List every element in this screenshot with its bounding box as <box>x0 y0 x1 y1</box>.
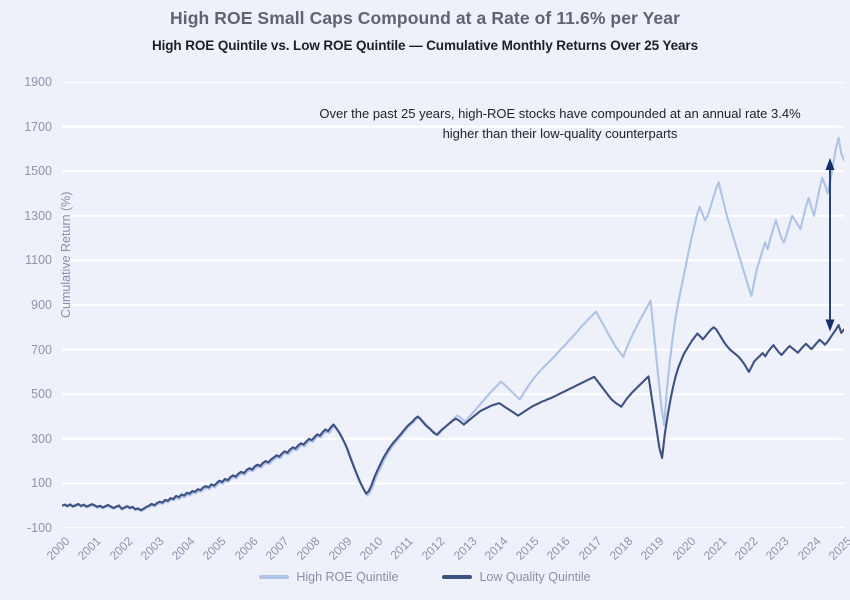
gap-arrow-head-down <box>825 319 835 332</box>
x-axis-tick-label: 2003 <box>137 534 167 563</box>
x-axis-tick-label: 2010 <box>356 534 386 563</box>
x-axis-tick-label: 2021 <box>700 534 730 563</box>
x-axis-tick-label: 2008 <box>294 534 323 563</box>
gap-arrow-annotation <box>825 158 835 332</box>
y-axis-tick-label: 300 <box>31 431 52 446</box>
x-axis-tick-label: 2023 <box>763 534 793 563</box>
x-axis-tick-label: 2001 <box>75 534 104 563</box>
x-axis-tick-label: 2000 <box>43 534 73 563</box>
x-axis-tick-label: 2004 <box>168 534 198 563</box>
x-axis-tick-label: 2012 <box>419 534 448 563</box>
plot-area: Cumulative Return (%) 1900 1700 1500 1300 11… <box>24 75 850 563</box>
legend-item-label: High ROE Quintile <box>296 570 399 584</box>
y-axis-tick-label: -100 <box>26 521 52 535</box>
x-axis-tick-label: 2009 <box>325 534 355 563</box>
x-axis-tick-label: 2022 <box>731 534 761 563</box>
x-axis-tick-label: 2014 <box>481 534 511 563</box>
x-axis-tick-label: 2006 <box>231 534 261 563</box>
y-axis-tick-label: 700 <box>31 342 52 357</box>
legend-swatch-icon <box>259 575 290 579</box>
chart-legend: High ROE Quintile Low Quality Quintile <box>0 570 850 584</box>
x-axis-tick-label: 2025 <box>825 534 850 563</box>
y-axis-tick-label: 100 <box>31 476 52 491</box>
y-axis-tick-label: 1900 <box>24 75 52 89</box>
y-axis-tick-label: 1500 <box>24 164 52 179</box>
x-axis-tick-label: 2019 <box>638 534 667 563</box>
y-axis-tick-label: 900 <box>31 298 52 312</box>
x-axis-tick-label: 2015 <box>513 534 542 563</box>
page-title: High ROE Small Caps Compound at a Rate o… <box>170 8 680 28</box>
x-axis-tick-label: 2017 <box>575 534 605 563</box>
legend-swatch-icon <box>442 575 473 579</box>
x-axis-tick-label: 2007 <box>262 534 292 563</box>
y-axis-tick-label: 500 <box>31 387 52 402</box>
y-axis-tick-label: 1300 <box>24 208 52 223</box>
x-axis-tick-label: 2020 <box>669 534 699 563</box>
y-axis-label: Cumulative Return (%) <box>59 191 73 318</box>
legend-item-label: Low Quality Quintile <box>479 570 591 584</box>
series-lines <box>62 136 844 513</box>
series-line-high-roe <box>62 136 844 513</box>
gridlines <box>62 82 844 528</box>
legend-item[interactable]: High ROE Quintile <box>259 570 398 584</box>
x-axis-tick-label: 2005 <box>200 534 229 563</box>
legend-item[interactable]: Low Quality Quintile <box>442 570 591 584</box>
x-axis-tick-label: 2011 <box>387 534 416 563</box>
x-axis-tick-label: 2024 <box>794 534 824 563</box>
chart-subtitle: High ROE Quintile vs. Low ROE Quintile —… <box>151 38 698 53</box>
chart-annotation-text: Over the past 25 years, high-ROE stocks … <box>319 106 801 141</box>
x-axis-tick-label: 2018 <box>606 534 636 563</box>
x-axis-tick-label: 2002 <box>106 534 136 563</box>
plot-canvas <box>62 82 844 528</box>
y-axis-tick-label: 1100 <box>25 253 52 268</box>
series-line-low-quality <box>62 324 844 512</box>
x-axis-tick-label: 2013 <box>450 534 480 563</box>
x-axis-tick-label: 2016 <box>544 534 574 563</box>
gap-arrow-head-up <box>825 158 835 171</box>
y-axis-tick-label: 1700 <box>24 119 52 134</box>
